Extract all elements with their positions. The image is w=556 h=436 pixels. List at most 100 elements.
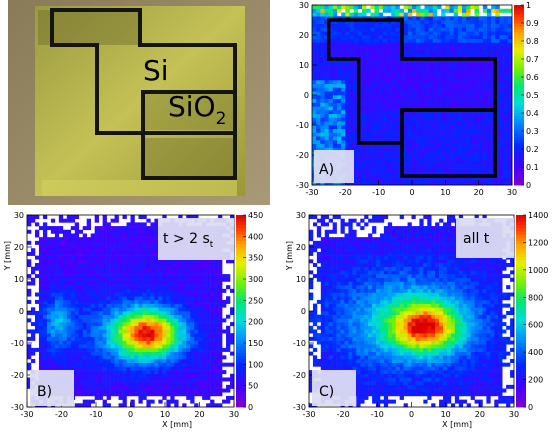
heatmap-cell (466, 39, 470, 43)
heatmap-cell (43, 333, 47, 337)
heatmap-cell (445, 65, 449, 69)
heatmap-cell (441, 155, 445, 159)
heatmap-cell (433, 155, 437, 159)
colorbar-segment (514, 47, 524, 50)
heatmap-cell (350, 39, 354, 43)
heatmap-cell (198, 322, 202, 326)
heatmap-cell (127, 296, 131, 300)
heatmap-cell (43, 329, 47, 333)
heatmap-cell (395, 133, 399, 137)
heatmap-cell (83, 315, 87, 319)
heatmap-cell (194, 392, 198, 396)
heatmap-cell (71, 248, 75, 252)
heatmap-cell (202, 315, 206, 319)
heatmap-cell (87, 333, 91, 337)
heatmap-cell (383, 114, 387, 118)
heatmap-cell (500, 159, 504, 163)
heatmap-cell (194, 285, 198, 289)
heatmap-cell (206, 355, 210, 359)
heatmap-cell (127, 245, 131, 249)
heatmap-cell (134, 355, 138, 359)
heatmap-cell (317, 259, 321, 263)
heatmap-cell (387, 110, 391, 114)
heatmap-cell (458, 170, 462, 174)
heatmap-cell (87, 289, 91, 293)
heatmap-cell (43, 344, 47, 348)
heatmap-cell (445, 144, 449, 148)
heatmap-cell (150, 270, 154, 274)
heatmap-cell (134, 233, 138, 237)
heatmap-cell (91, 281, 95, 285)
heatmap-cell (487, 121, 491, 125)
heatmap-cell (154, 281, 158, 285)
heatmap-cell (138, 329, 142, 333)
heatmap-cell (425, 9, 429, 13)
heatmap-cell (345, 13, 349, 17)
heatmap-cell (67, 215, 71, 219)
heatmap-cell (194, 377, 198, 381)
heatmap-cell (43, 315, 47, 319)
heatmap-cell (316, 20, 320, 24)
heatmap-cell (362, 129, 366, 133)
heatmap-cell (333, 133, 337, 137)
heatmap-cell (119, 230, 123, 234)
x-tick-label: 30 (229, 410, 239, 419)
heatmap-cell (379, 148, 383, 152)
heatmap-cell (107, 285, 111, 289)
heatmap-cell (174, 363, 178, 367)
heatmap-cell (375, 69, 379, 73)
heatmap-cell (466, 114, 470, 118)
heatmap-cell (226, 333, 230, 337)
heatmap-cell (158, 318, 162, 322)
heatmap-cell (395, 24, 399, 28)
heatmap-cell (35, 267, 39, 271)
heatmap-cell (127, 385, 131, 389)
heatmap-cell (462, 103, 466, 107)
heatmap-cell (154, 363, 158, 367)
heatmap-cell (354, 31, 358, 35)
y-tick-label: 30 (14, 211, 24, 220)
heatmap-cell (142, 252, 146, 256)
heatmap-cell (194, 363, 198, 367)
heatmap-cell (412, 121, 416, 125)
heatmap-cell (454, 125, 458, 129)
colorbar-segment (514, 122, 524, 125)
heatmap-cell (111, 307, 115, 311)
heatmap-cell (462, 73, 466, 77)
heatmap-cell (198, 296, 202, 300)
heatmap-cell (150, 377, 154, 381)
heatmap-cell (350, 5, 354, 9)
heatmap-cell (437, 35, 441, 39)
heatmap-cell (370, 95, 374, 99)
heatmap-cell (500, 140, 504, 144)
heatmap-cell (134, 304, 138, 308)
heatmap-cell (391, 28, 395, 32)
heatmap-cell (425, 35, 429, 39)
heatmap-cell (154, 392, 158, 396)
x-tick-label: -20 (339, 188, 352, 197)
heatmap-cell (454, 148, 458, 152)
heatmap-cell (162, 322, 166, 326)
heatmap-cell (146, 263, 150, 267)
heatmap-cell (429, 20, 433, 24)
heatmap-cell (79, 337, 83, 341)
heatmap-cell (150, 374, 154, 378)
heatmap-cell (95, 230, 99, 234)
heatmap-cell (362, 24, 366, 28)
heatmap-cell (462, 84, 466, 88)
colorbar-segment (236, 353, 246, 357)
heatmap-cell (51, 267, 55, 271)
colorbar-segment (514, 26, 524, 29)
heatmap-cell (71, 311, 75, 315)
heatmap-cell (111, 296, 115, 300)
heatmap-cell (79, 359, 83, 363)
heatmap-cell (162, 392, 166, 396)
heatmap-cell (150, 241, 154, 245)
heatmap-cell (350, 76, 354, 80)
heatmap-cell (366, 136, 370, 140)
heatmap-cell (320, 136, 324, 140)
heatmap-cell (483, 144, 487, 148)
heatmap-cell (206, 267, 210, 271)
heatmap-cell (134, 311, 138, 315)
heatmap-cell (475, 88, 479, 92)
